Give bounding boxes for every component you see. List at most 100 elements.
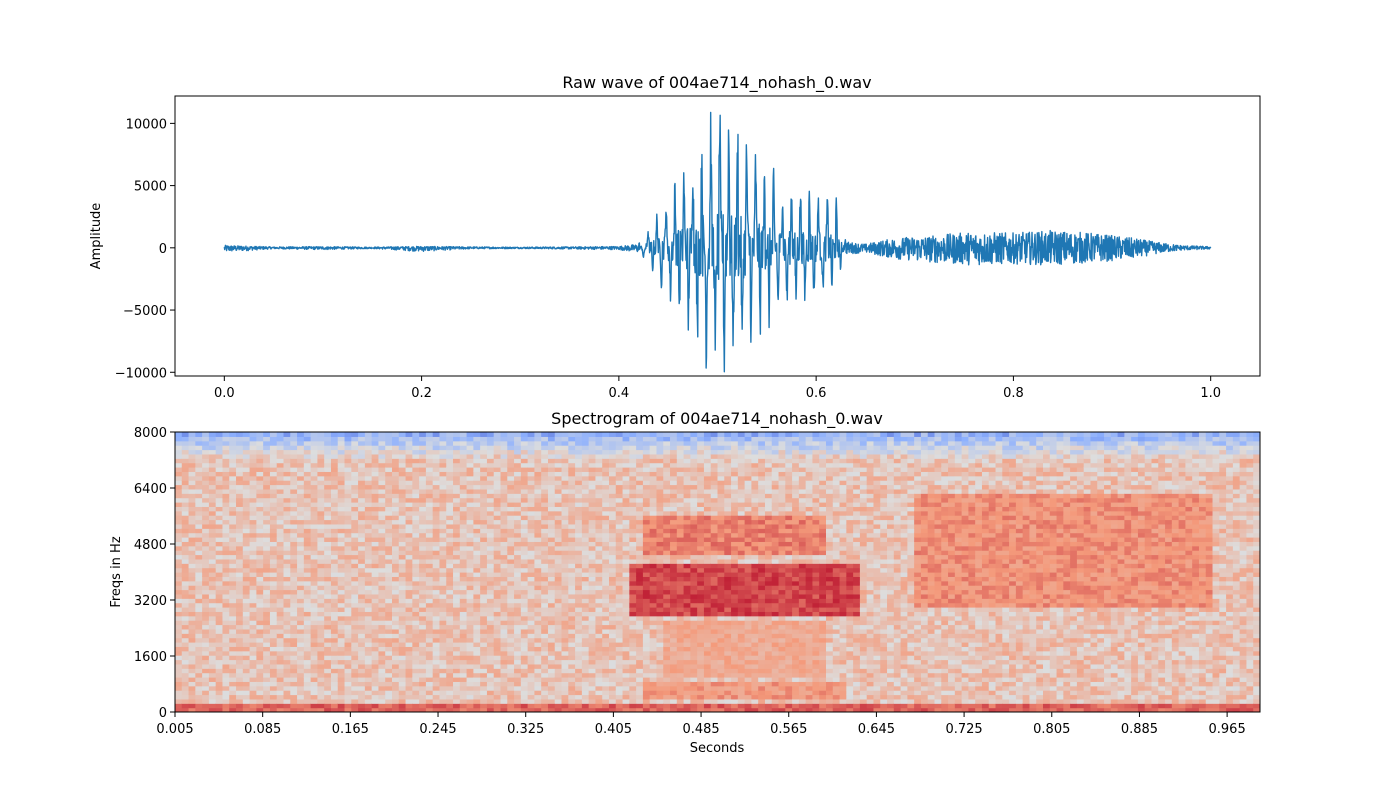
spectrogram-cell (392, 563, 400, 569)
spectrogram-cell (398, 637, 407, 643)
spectrogram-cell (317, 502, 325, 507)
spectrogram-cell (385, 523, 393, 529)
spectrogram-cell (459, 445, 468, 451)
spectrogram-cell (520, 515, 529, 521)
spectrogram-cell (473, 650, 481, 656)
spectrogram-cell (568, 440, 576, 446)
spectrogram-cell (486, 607, 495, 612)
spectrogram-cell (561, 633, 569, 639)
spectrogram-cell (439, 432, 447, 437)
spectrogram-cell (615, 598, 624, 604)
spectrogram-cell (690, 537, 698, 542)
spectrogram-cell (527, 585, 536, 591)
spectrogram-cell (561, 698, 569, 704)
spectrogram-cell (236, 545, 244, 551)
spectrogram-cell (283, 467, 291, 472)
spectrogram-cell (480, 633, 488, 639)
spectrogram-cell (534, 589, 542, 595)
spectrogram-cell (473, 480, 481, 486)
spectrogram-cell (330, 607, 339, 612)
spectrogram-cell (622, 493, 630, 499)
spectrogram-cell (303, 475, 312, 481)
spectrogram-cell (670, 576, 678, 582)
spectrogram-cell (527, 655, 536, 661)
spectrogram-cell (317, 563, 325, 569)
spectrogram-cell (534, 580, 542, 586)
spectrogram-cell (283, 628, 291, 634)
spectrogram-cell (364, 611, 373, 617)
spectrogram-cell (500, 497, 508, 503)
spectrogram-cell (269, 589, 278, 595)
spectrogram-cell (175, 541, 183, 547)
spectrogram-cell (507, 436, 515, 442)
spectrogram-cell (520, 589, 529, 595)
spectrogram-cell (398, 628, 407, 634)
spectrogram-cell (622, 633, 630, 639)
spectrogram-cell (642, 572, 651, 577)
spectrogram-cell (527, 528, 536, 534)
spectrogram-cell (317, 703, 325, 709)
spectrogram-cell (622, 523, 630, 529)
spectrogram-cell (337, 497, 346, 503)
spectrogram-cell (527, 637, 536, 643)
spectrogram-cell (276, 545, 285, 551)
spectrogram-cell (276, 668, 285, 674)
spectrogram-cell (344, 488, 352, 494)
spectrogram-cell (561, 642, 569, 647)
spectrogram-cell (683, 624, 691, 630)
spectrogram-cell (215, 650, 224, 656)
spectrogram-cell (629, 558, 637, 564)
spectrogram-cell (344, 707, 352, 712)
spectrogram-cell (459, 707, 468, 712)
spectrogram-cell (500, 567, 508, 573)
spectrogram-cell (202, 681, 210, 687)
spectrogram-cell (181, 432, 190, 437)
spectrogram-cell (412, 480, 420, 486)
spectrogram-cell (385, 506, 393, 512)
spectrogram-cell (236, 453, 244, 459)
spectrogram-cell (290, 484, 298, 490)
spectrogram-cell (439, 537, 447, 542)
spectrogram-cell (378, 458, 386, 464)
spectrogram-cell (222, 655, 230, 661)
spectrogram-cell (392, 488, 400, 494)
spectrogram-cell (229, 541, 237, 547)
spectrogram-cell (514, 655, 522, 661)
spectrogram-cell (202, 453, 210, 459)
spectrogram-cell (419, 493, 427, 499)
spectrogram-cell (500, 488, 508, 494)
spectrogram-cell (514, 567, 522, 573)
spectrogram-cell (202, 585, 210, 591)
spectrogram-cell (520, 432, 529, 437)
spectrogram-cell (364, 537, 373, 542)
spectrogram-cell (609, 467, 617, 472)
spectrogram-cell (249, 537, 257, 542)
spectrogram-cell (269, 510, 278, 516)
spectrogram-cell (351, 506, 359, 512)
spectrogram-cell (615, 545, 624, 551)
spectrogram-cell (181, 440, 190, 446)
spectrogram-cell (202, 637, 210, 643)
spectrogram-cell (446, 484, 454, 490)
spectrogram-cell (425, 694, 434, 700)
spectrogram-cell (229, 646, 237, 652)
spectrogram-cell (486, 453, 495, 459)
spectrogram-cell (514, 453, 522, 459)
spectrogram-cell (276, 694, 285, 700)
spectrogram-cell (378, 440, 386, 446)
spectrogram-cell (405, 611, 413, 617)
spectrogram-cell (575, 663, 583, 669)
spectrogram-cell (378, 436, 386, 442)
spectrogram-cell (371, 567, 380, 573)
spectrogram-cell (364, 576, 373, 582)
spectrogram-cell (432, 563, 441, 569)
spectrogram-cell (175, 672, 183, 678)
spectrogram-cell (676, 698, 685, 704)
spectrogram-cell (310, 502, 319, 507)
spectrogram-cell (297, 694, 305, 700)
spectrogram-cell (500, 515, 508, 521)
spectrogram-cell (453, 602, 461, 608)
spectrogram-cell (337, 493, 346, 499)
spectrogram-cell (649, 550, 658, 556)
spectrogram-cell (473, 690, 481, 696)
